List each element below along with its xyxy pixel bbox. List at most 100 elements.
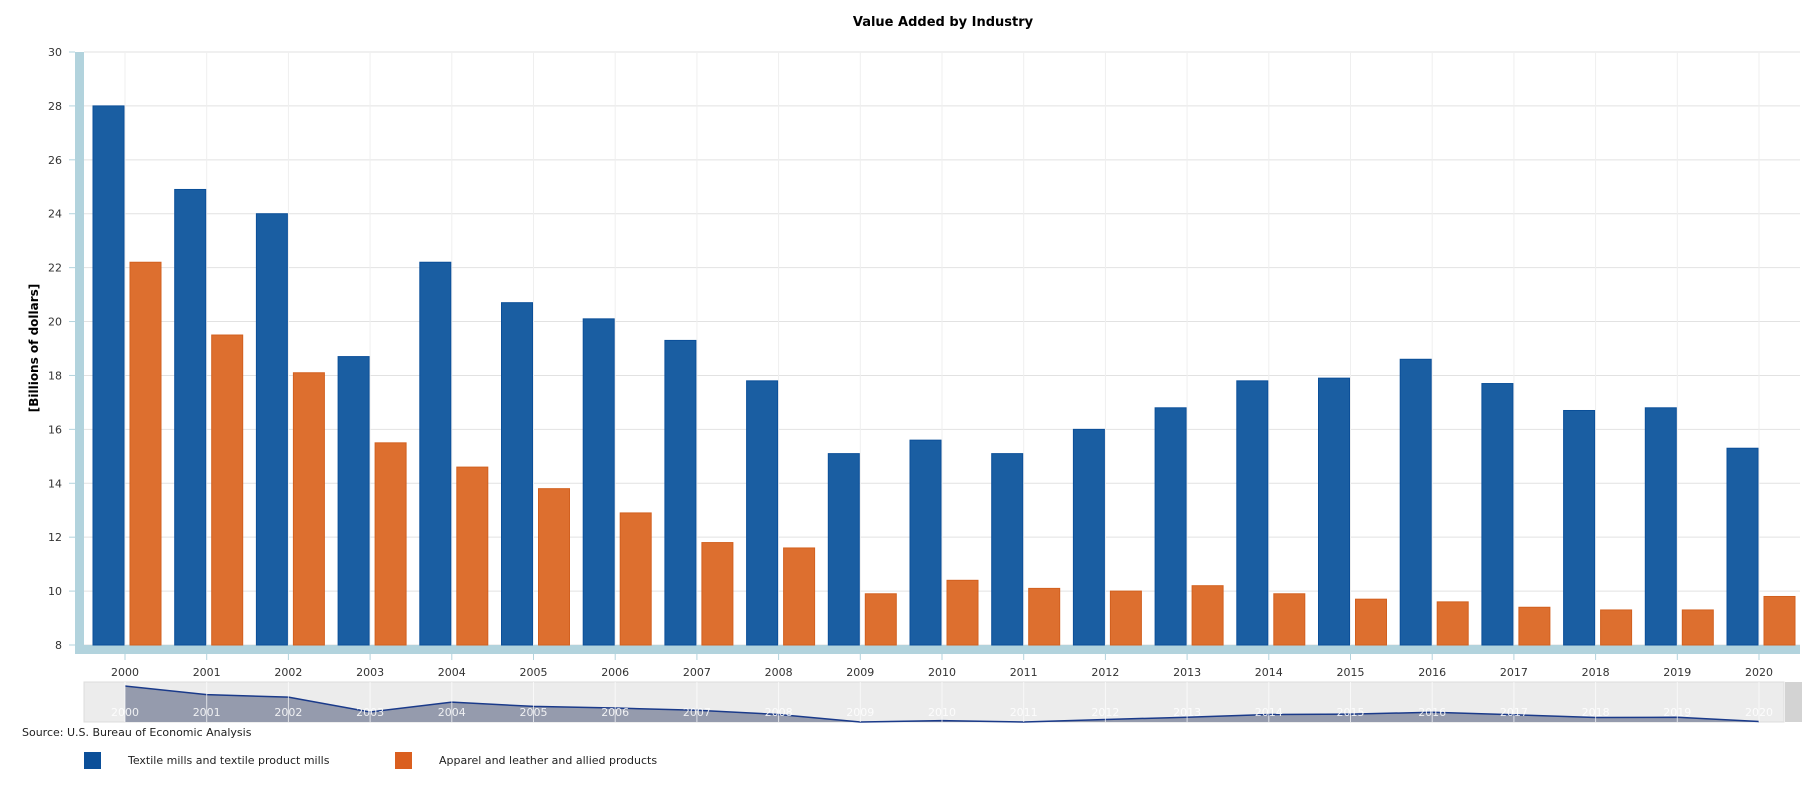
- source-note: Source: U.S. Bureau of Economic Analysis: [22, 726, 252, 739]
- navigator-label: 2002: [274, 706, 302, 719]
- bar-apparel-2009[interactable]: [864, 593, 897, 646]
- bar-apparel-2008[interactable]: [783, 547, 816, 646]
- bar-textile-2011[interactable]: [991, 453, 1024, 646]
- bar-textile-2008[interactable]: [746, 380, 779, 646]
- x-tick-label: 2000: [111, 666, 139, 679]
- bar-textile-2000[interactable]: [92, 105, 125, 646]
- navigator-label: 2007: [683, 706, 711, 719]
- navigator-label: 2016: [1418, 706, 1446, 719]
- y-tick-label: 22: [48, 262, 62, 275]
- x-tick-label: 2015: [1337, 666, 1365, 679]
- bar-textile-2009[interactable]: [827, 453, 860, 646]
- bar-apparel-2020[interactable]: [1763, 595, 1796, 646]
- bar-apparel-2010[interactable]: [946, 579, 979, 646]
- gridlines: [84, 51, 1800, 646]
- x-tick-label: 2010: [928, 666, 956, 679]
- y-tick-label: 28: [48, 100, 62, 113]
- navigator-label: 2019: [1663, 706, 1691, 719]
- bar-textile-2004[interactable]: [419, 261, 452, 646]
- x-tick-label: 2018: [1582, 666, 1610, 679]
- y-axis-label: [Billions of dollars]: [27, 284, 41, 413]
- bar-textile-2014[interactable]: [1236, 380, 1269, 646]
- legend: Textile mills and textile product mills …: [84, 752, 657, 769]
- bar-textile-2012[interactable]: [1072, 428, 1105, 646]
- bar-textile-2001[interactable]: [174, 188, 207, 646]
- bar-apparel-2011[interactable]: [1028, 587, 1061, 646]
- bar-textile-2015[interactable]: [1318, 377, 1350, 646]
- navigator-label: 2000: [111, 706, 139, 719]
- bar-apparel-2012[interactable]: [1109, 590, 1142, 646]
- navigator-label: 2012: [1091, 706, 1119, 719]
- x-tick-label: 2012: [1091, 666, 1119, 679]
- legend-label-textile: Textile mills and textile product mills: [128, 754, 330, 767]
- y-tick-label: 26: [48, 154, 62, 167]
- x-tick-label: 2003: [356, 666, 384, 679]
- bar-apparel-2002[interactable]: [292, 372, 325, 646]
- bar-apparel-2001[interactable]: [211, 334, 244, 646]
- x-tick-label: 2004: [438, 666, 466, 679]
- bar-apparel-2019[interactable]: [1681, 609, 1714, 646]
- bars: [92, 105, 1796, 646]
- bar-textile-2018[interactable]: [1563, 409, 1596, 646]
- y-tick-label: 30: [48, 46, 62, 59]
- navigator-label: 2017: [1500, 706, 1528, 719]
- bar-apparel-2007[interactable]: [701, 542, 734, 646]
- x-tick-label: 2011: [1010, 666, 1038, 679]
- legend-item-apparel[interactable]: Apparel and leather and allied products: [395, 752, 657, 769]
- navigator-label: 2011: [1010, 706, 1038, 719]
- bar-textile-2007[interactable]: [664, 339, 697, 646]
- y-tick-label: 8: [55, 639, 62, 652]
- x-tick-label: 2002: [274, 666, 302, 679]
- legend-item-textile[interactable]: Textile mills and textile product mills: [84, 752, 395, 769]
- legend-label-apparel: Apparel and leather and allied products: [439, 754, 658, 767]
- bar-textile-2005[interactable]: [501, 302, 533, 646]
- navigator-label: 2006: [601, 706, 629, 719]
- navigator-label: 2018: [1582, 706, 1610, 719]
- bar-textile-2006[interactable]: [582, 318, 615, 646]
- bar-apparel-2005[interactable]: [538, 488, 570, 646]
- legend-swatch-apparel: [395, 752, 412, 769]
- bar-apparel-2003[interactable]: [374, 442, 407, 646]
- bar-apparel-2013[interactable]: [1191, 585, 1224, 646]
- y-tick-label: 16: [48, 423, 62, 436]
- bar-apparel-2015[interactable]: [1355, 598, 1387, 646]
- y-ticks: 8 10 12 14 16 18 20 22 24 26 28 30: [48, 46, 75, 652]
- x-tick-label: 2020: [1745, 666, 1773, 679]
- navigator-label: 2015: [1337, 706, 1365, 719]
- y-tick-label: 12: [48, 531, 62, 544]
- navigator-scrollbar[interactable]: [1785, 682, 1802, 722]
- x-tick-label: 2016: [1418, 666, 1446, 679]
- x-tick-label: 2007: [683, 666, 711, 679]
- navigator[interactable]: 2000 2001 2002 2003 2004 2005 2006 2007 2008 2009…: [83, 681, 1802, 723]
- bar-textile-2020[interactable]: [1726, 447, 1759, 646]
- bar-apparel-2004[interactable]: [456, 466, 489, 646]
- x-tick-label: 2006: [601, 666, 629, 679]
- bar-textile-2016[interactable]: [1399, 358, 1432, 646]
- bar-textile-2002[interactable]: [255, 213, 288, 646]
- x-tick-label: 2009: [846, 666, 874, 679]
- bar-textile-2019[interactable]: [1644, 407, 1677, 646]
- bar-textile-2003[interactable]: [337, 356, 370, 646]
- bar-apparel-2016[interactable]: [1436, 601, 1469, 646]
- y-tick-label: 18: [48, 369, 62, 382]
- x-tick-label: 2008: [765, 666, 793, 679]
- y-axis-band: [75, 52, 84, 654]
- bar-apparel-2014[interactable]: [1273, 593, 1306, 646]
- bar-apparel-2006[interactable]: [619, 512, 652, 646]
- x-tick-label: 2019: [1663, 666, 1691, 679]
- navigator-label: 2003: [356, 706, 384, 719]
- navigator-label: 2008: [765, 706, 793, 719]
- bar-apparel-2018[interactable]: [1600, 609, 1633, 646]
- chart-title: Value Added by Industry: [853, 15, 1034, 30]
- navigator-label: 2013: [1173, 706, 1201, 719]
- x-tick-label: 2005: [520, 666, 548, 679]
- navigator-label: 2020: [1745, 706, 1773, 719]
- x-tick-label: 2013: [1173, 666, 1201, 679]
- bar-textile-2010[interactable]: [909, 439, 942, 646]
- x-axis-band: [84, 645, 1800, 654]
- bar-textile-2017[interactable]: [1481, 383, 1514, 646]
- bar-apparel-2017[interactable]: [1518, 606, 1551, 646]
- bar-apparel-2000[interactable]: [129, 261, 162, 646]
- bar-textile-2013[interactable]: [1154, 407, 1187, 646]
